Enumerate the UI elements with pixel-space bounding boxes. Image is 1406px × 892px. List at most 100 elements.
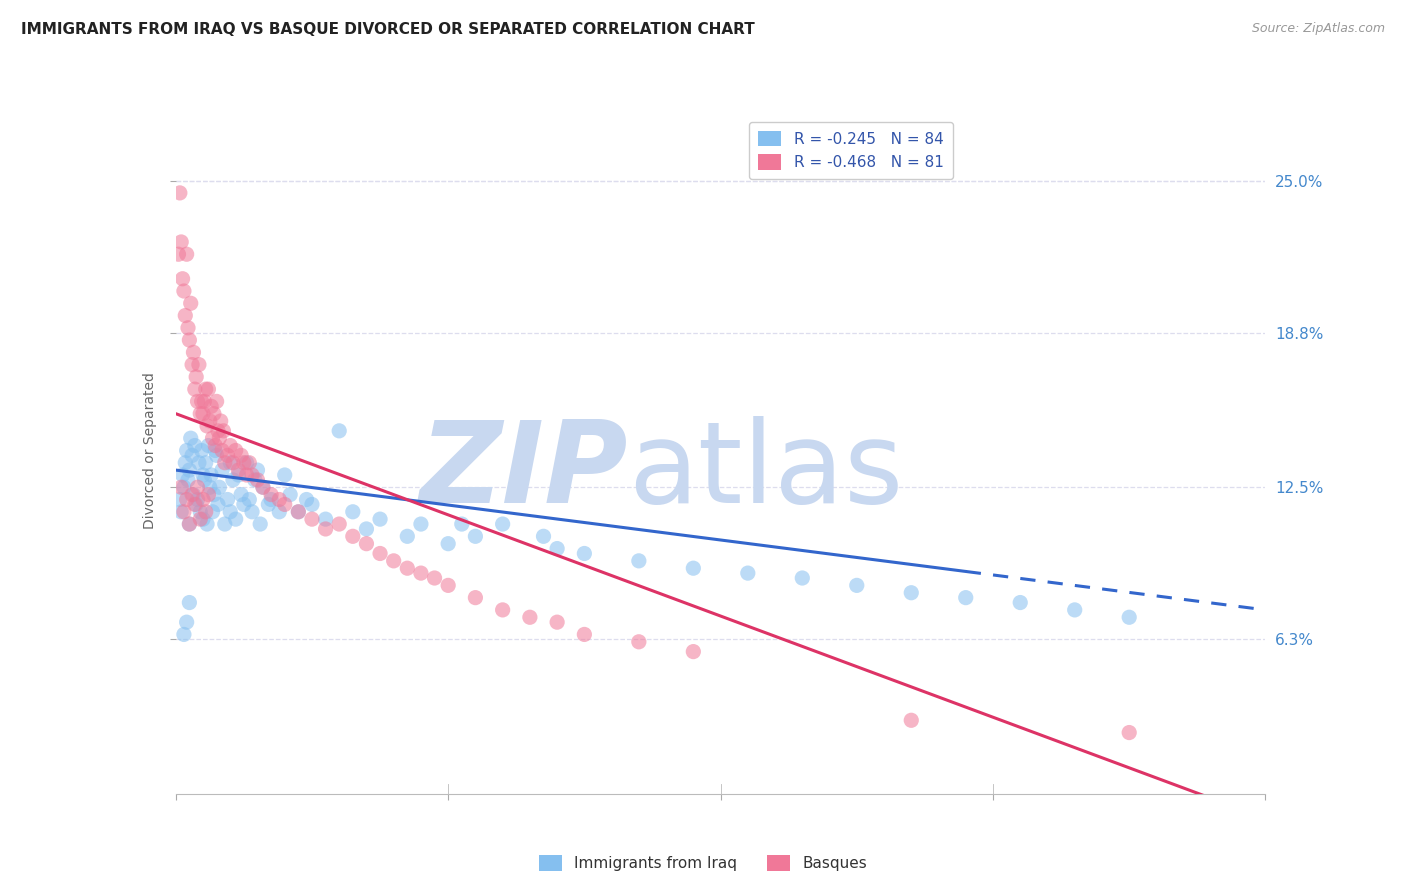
Point xyxy=(180,431,202,445)
Point xyxy=(167,247,190,261)
Point xyxy=(301,498,323,512)
Point xyxy=(315,522,337,536)
Point xyxy=(368,512,391,526)
Point xyxy=(627,554,650,568)
Point xyxy=(252,480,274,494)
Point xyxy=(191,512,214,526)
Point xyxy=(179,333,201,347)
Point xyxy=(574,627,596,641)
Point xyxy=(205,394,228,409)
Point xyxy=(519,610,541,624)
Point xyxy=(191,407,214,421)
Point xyxy=(437,537,460,551)
Point xyxy=(211,463,233,477)
Point xyxy=(235,456,257,470)
Point xyxy=(238,492,260,507)
Point xyxy=(240,467,263,482)
Point xyxy=(574,546,596,561)
Point xyxy=(214,456,236,470)
Point xyxy=(217,492,239,507)
Point xyxy=(464,529,486,543)
Point xyxy=(197,438,219,452)
Point xyxy=(423,571,446,585)
Point xyxy=(186,369,208,384)
Point xyxy=(197,382,219,396)
Point xyxy=(246,463,269,477)
Point xyxy=(845,578,868,592)
Point xyxy=(231,448,253,462)
Point xyxy=(188,512,211,526)
Point xyxy=(278,487,301,501)
Point xyxy=(194,456,217,470)
Point xyxy=(173,480,195,494)
Point xyxy=(222,456,245,470)
Point xyxy=(201,505,224,519)
Point xyxy=(173,627,195,641)
Point xyxy=(243,473,266,487)
Point xyxy=(492,516,515,531)
Point xyxy=(198,414,221,428)
Point xyxy=(225,443,247,458)
Point xyxy=(396,529,419,543)
Point xyxy=(900,714,922,728)
Point xyxy=(382,554,405,568)
Point xyxy=(301,512,323,526)
Point xyxy=(179,463,201,477)
Point xyxy=(200,400,222,414)
Point xyxy=(173,284,195,298)
Point xyxy=(627,635,650,649)
Point xyxy=(222,473,245,487)
Point xyxy=(249,516,271,531)
Point xyxy=(368,546,391,561)
Point xyxy=(202,407,225,421)
Point xyxy=(183,487,205,501)
Point xyxy=(955,591,977,605)
Point xyxy=(177,473,200,487)
Point xyxy=(176,247,198,261)
Point xyxy=(682,644,704,658)
Point xyxy=(682,561,704,575)
Point xyxy=(238,456,260,470)
Legend: R = -0.245   N = 84, R = -0.468   N = 81: R = -0.245 N = 84, R = -0.468 N = 81 xyxy=(749,121,953,179)
Point xyxy=(193,473,215,487)
Point xyxy=(209,414,232,428)
Text: IMMIGRANTS FROM IRAQ VS BASQUE DIVORCED OR SEPARATED CORRELATION CHART: IMMIGRANTS FROM IRAQ VS BASQUE DIVORCED … xyxy=(21,22,755,37)
Point xyxy=(546,541,568,556)
Point xyxy=(195,418,218,433)
Point xyxy=(219,505,242,519)
Point xyxy=(186,480,209,494)
Point xyxy=(328,424,350,438)
Point xyxy=(228,467,250,482)
Point xyxy=(260,492,283,507)
Point xyxy=(260,487,283,501)
Point xyxy=(187,358,209,372)
Point xyxy=(200,467,222,482)
Point xyxy=(170,505,193,519)
Point xyxy=(315,512,337,526)
Point xyxy=(176,615,198,630)
Point xyxy=(179,516,201,531)
Point xyxy=(228,463,250,477)
Point xyxy=(197,487,219,501)
Point xyxy=(437,578,460,592)
Point xyxy=(180,296,202,310)
Point xyxy=(492,603,515,617)
Legend: Immigrants from Iraq, Basques: Immigrants from Iraq, Basques xyxy=(533,849,873,877)
Point xyxy=(183,345,205,359)
Point xyxy=(1010,596,1032,610)
Point xyxy=(172,271,194,285)
Point xyxy=(198,480,221,494)
Point xyxy=(1118,725,1140,739)
Point xyxy=(174,309,197,323)
Point xyxy=(207,498,229,512)
Point xyxy=(194,382,217,396)
Point xyxy=(409,516,432,531)
Text: ZIP: ZIP xyxy=(419,416,628,526)
Point xyxy=(170,480,193,494)
Point xyxy=(214,516,236,531)
Point xyxy=(274,498,297,512)
Point xyxy=(356,537,378,551)
Text: atlas: atlas xyxy=(628,416,903,526)
Point xyxy=(328,516,350,531)
Point xyxy=(546,615,568,630)
